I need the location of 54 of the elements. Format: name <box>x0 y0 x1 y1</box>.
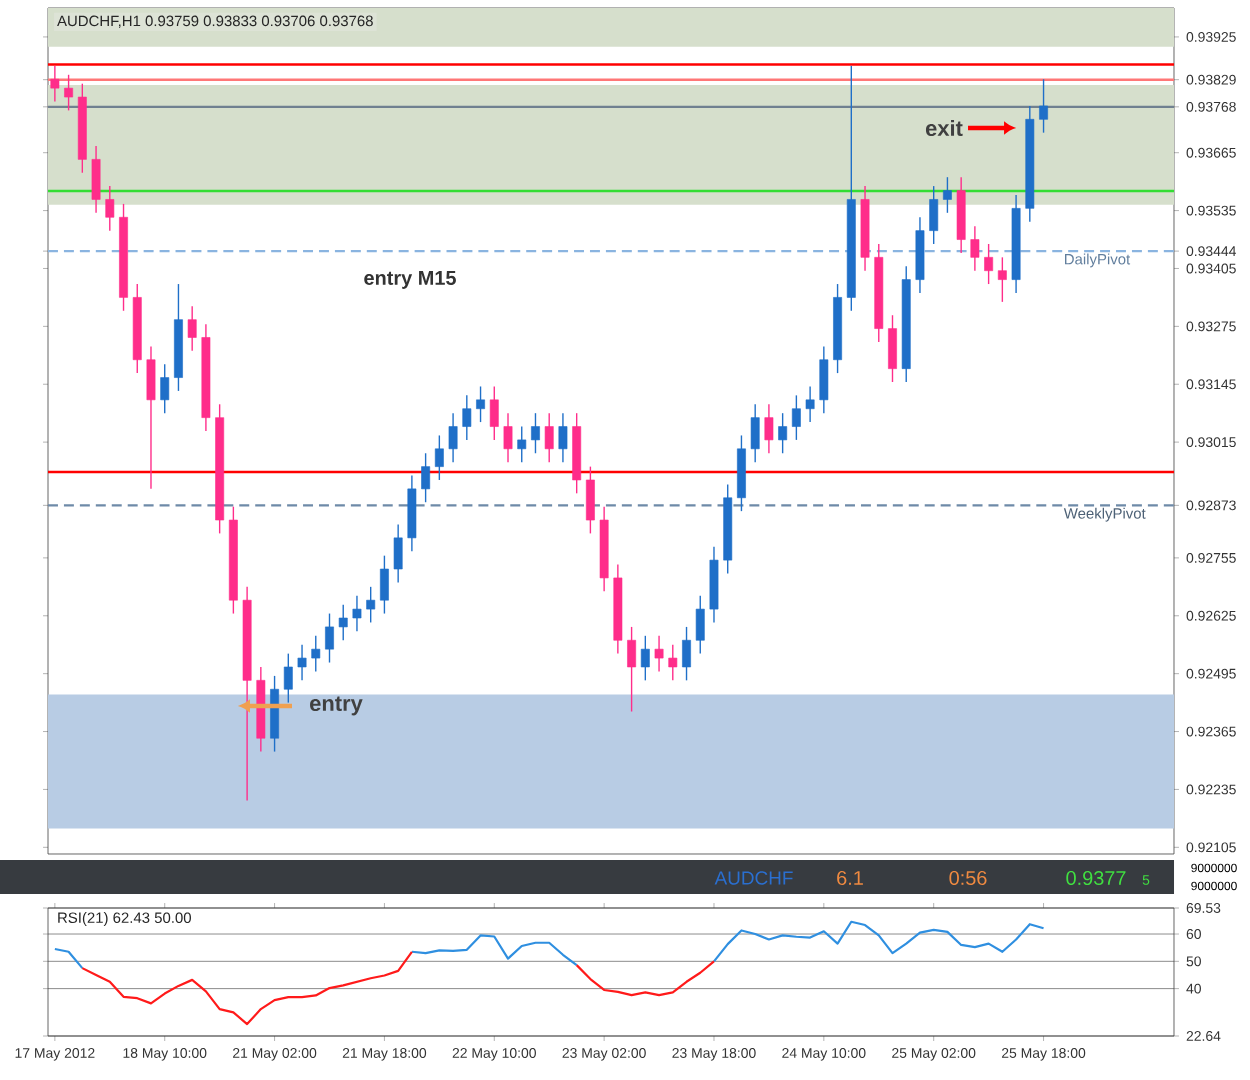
candlestick <box>380 554 389 615</box>
candlestick <box>448 412 458 463</box>
text: 6.1 <box>837 870 863 886</box>
candlestick <box>462 394 472 441</box>
candlestick <box>682 626 691 682</box>
annotation: exit <box>925 119 963 137</box>
candlestick <box>146 345 156 490</box>
candlestick <box>476 385 485 423</box>
candlestick <box>105 185 115 232</box>
candlestick <box>531 412 540 454</box>
candlestick <box>640 635 650 682</box>
candlestick <box>695 595 705 655</box>
candlestick <box>585 465 595 535</box>
candlestick <box>338 603 348 641</box>
candlestick <box>558 412 568 463</box>
candlestick <box>668 644 678 682</box>
candlestick <box>750 403 760 463</box>
candlestick <box>160 363 170 414</box>
annotation: entry M15 <box>364 271 456 289</box>
candlestick <box>91 145 101 214</box>
candlestick <box>805 385 815 423</box>
candlestick <box>997 256 1007 303</box>
text: 0.9377 <box>1066 870 1126 886</box>
candlestick <box>187 305 197 352</box>
candlestick <box>778 412 788 454</box>
candlestick <box>50 65 60 103</box>
candlestick <box>352 595 362 633</box>
annotation: entry <box>310 696 363 716</box>
text: 0:56 <box>949 870 987 886</box>
candlestick <box>764 403 774 454</box>
candlestick <box>366 586 376 624</box>
candlestick <box>627 626 637 713</box>
candlestick <box>984 243 994 285</box>
candlestick <box>654 635 664 673</box>
candlestick <box>791 394 801 441</box>
candlestick <box>421 452 431 503</box>
candlestick <box>434 434 444 481</box>
candlestick <box>517 425 527 463</box>
candlestick <box>819 345 829 414</box>
candlestick <box>325 612 334 664</box>
candlestick <box>544 412 554 463</box>
candlestick <box>393 523 403 584</box>
candlestick <box>503 412 513 463</box>
candlestick <box>283 652 293 704</box>
candlestick <box>929 185 939 245</box>
candlestick <box>64 74 74 112</box>
candlestick <box>888 314 897 383</box>
candlestick <box>970 225 980 272</box>
candlestick <box>943 176 952 214</box>
candlestick <box>297 644 307 682</box>
candlestick <box>1039 78 1048 134</box>
candlestick <box>311 635 321 673</box>
candlestick <box>489 385 499 441</box>
text: AUDCHF <box>714 871 793 885</box>
